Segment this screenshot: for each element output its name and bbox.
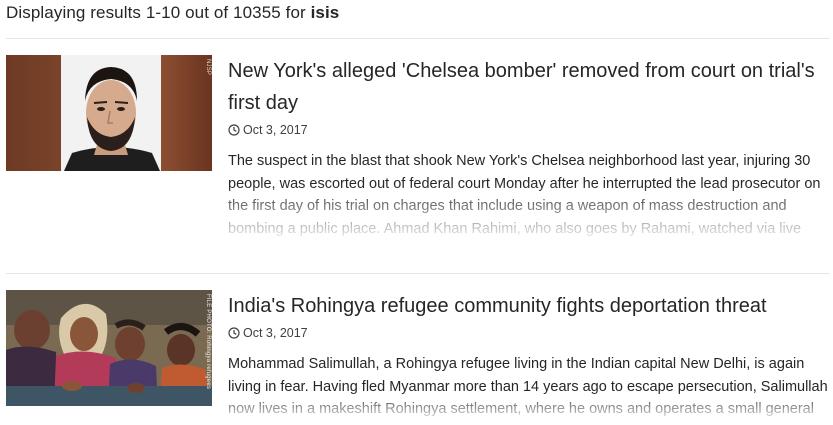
clock-icon: [228, 327, 240, 339]
divider: [6, 273, 830, 274]
search-result-1: NJSP New York's alleged 'Chelsea bomber'…: [6, 55, 830, 260]
results-summary-text: Displaying results 1-10 out of 10355 for: [6, 3, 311, 22]
result-title-link[interactable]: New York's alleged 'Chelsea bomber' remo…: [228, 60, 815, 114]
result-title-link[interactable]: India's Rohingya refugee community fight…: [228, 295, 767, 317]
result-date: Oct 3, 2017: [228, 123, 830, 137]
result-thumbnail[interactable]: FILE PHOTO: Rohingya refugees: [6, 290, 212, 406]
results-summary: Displaying results 1-10 out of 10355 for…: [6, 3, 339, 23]
result-date: Oct 3, 2017: [228, 326, 830, 340]
result-date-text: Oct 3, 2017: [243, 123, 308, 137]
divider: [6, 38, 830, 39]
result-date-text: Oct 3, 2017: [243, 326, 308, 340]
image-credit: FILE PHOTO: Rohingya refugees: [205, 294, 211, 390]
result-thumbnail[interactable]: NJSP: [6, 55, 212, 171]
search-result-2: FILE PHOTO: Rohingya refugees India's Ro…: [6, 290, 830, 425]
result-description-text: Mohammad Salimullah, a Rohingya refugee …: [228, 356, 828, 417]
result-description: The suspect in the blast that shook New …: [228, 150, 830, 239]
image-credit: NJSP: [205, 59, 211, 76]
result-body: India's Rohingya refugee community fight…: [228, 290, 830, 421]
result-body: New York's alleged 'Chelsea bomber' remo…: [228, 55, 830, 239]
result-description-text: The suspect in the blast that shook New …: [228, 153, 821, 237]
result-description: Mohammad Salimullah, a Rohingya refugee …: [228, 353, 830, 421]
search-query: isis: [310, 3, 340, 22]
clock-icon: [228, 124, 240, 136]
